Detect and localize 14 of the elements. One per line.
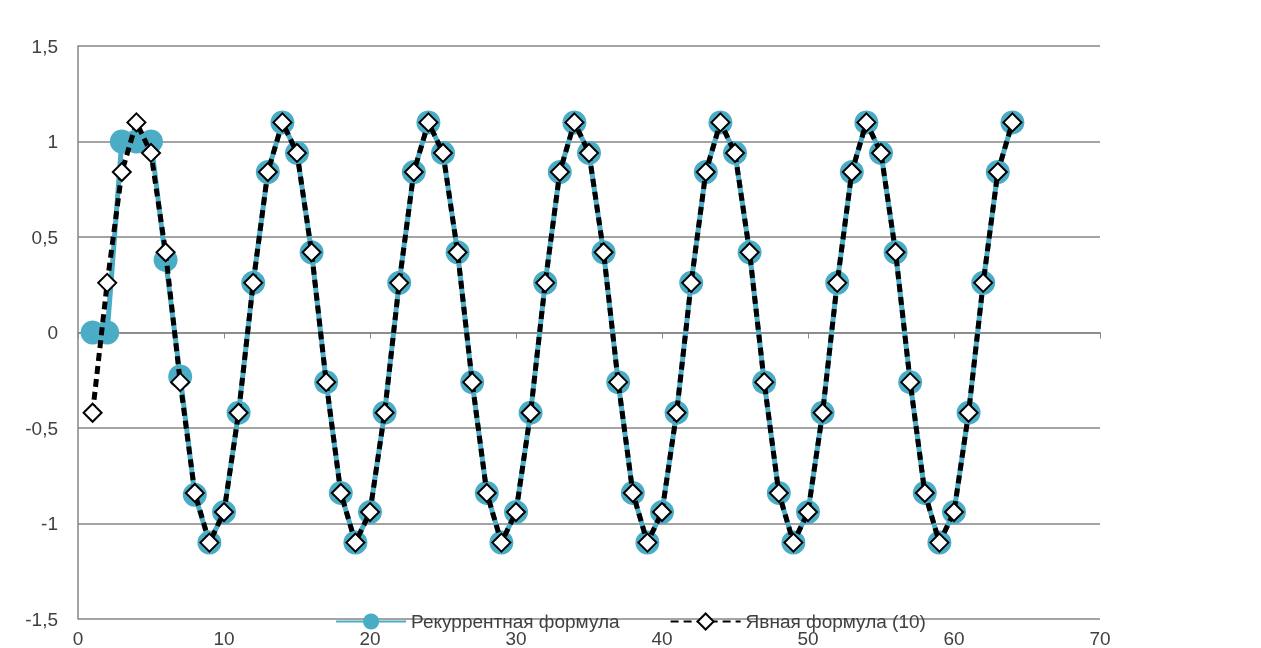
- y-tick-label: 1: [47, 131, 58, 152]
- y-tick-label: 1,5: [31, 35, 58, 57]
- x-tick-label: 60: [943, 628, 965, 648]
- y-tick-label: 0,5: [31, 226, 58, 248]
- y-tick-label: -0,5: [25, 417, 58, 439]
- x-tick-label: 0: [72, 628, 84, 648]
- x-tick-label: 40: [651, 628, 673, 648]
- y-tick-label: -1,5: [25, 608, 58, 630]
- y-tick-label: 0: [47, 322, 58, 343]
- legend-label: Явная формула (10): [745, 611, 926, 632]
- x-tick-label: 70: [1089, 628, 1111, 648]
- x-tick-label: 20: [359, 628, 381, 648]
- x-tick-label: 10: [213, 628, 235, 648]
- y-tick-label: -1: [41, 513, 58, 534]
